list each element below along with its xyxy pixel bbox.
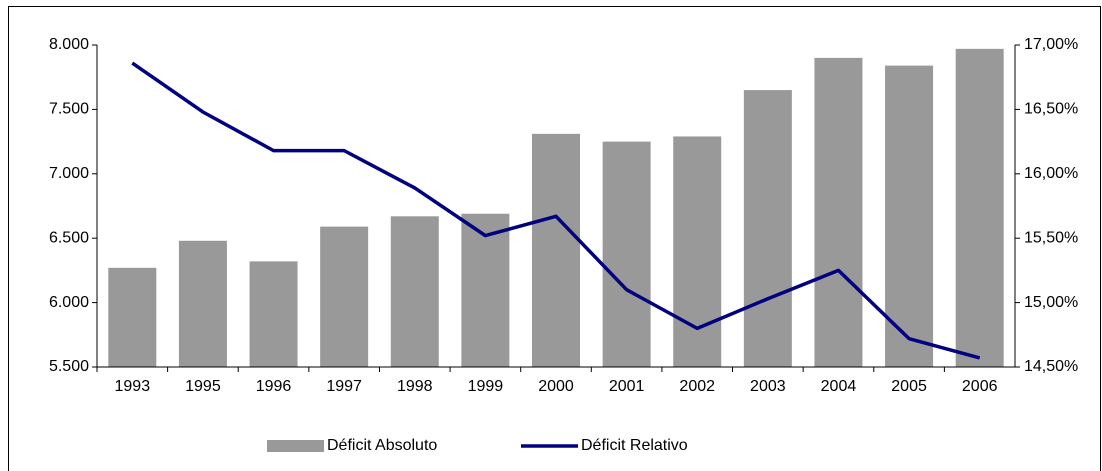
x-tick-label: 2005: [891, 378, 927, 395]
x-tick-label: 1996: [256, 378, 292, 395]
x-tick-label: 1999: [468, 378, 504, 395]
y-tick-label: 7.000: [49, 165, 89, 182]
x-tick-label: 1997: [326, 378, 362, 395]
y-tick-label: 6.500: [49, 229, 89, 246]
y2-tick-label: 15,00%: [1024, 294, 1078, 311]
bar: [955, 48, 1004, 367]
bar: [532, 133, 580, 367]
x-tick-label: 2002: [679, 378, 715, 395]
legend-label: Déficit Absoluto: [327, 437, 437, 454]
bar: [743, 90, 792, 367]
bar: [673, 136, 722, 367]
y2-tick-label: 16,00%: [1024, 165, 1078, 182]
bar: [461, 213, 510, 367]
x-tick-label: 1993: [115, 378, 151, 395]
bar: [602, 141, 651, 367]
y-tick-label: 7.500: [49, 101, 89, 118]
y-tick-label: 8.000: [49, 36, 89, 53]
legend-label: Déficit Relativo: [581, 437, 688, 454]
y2-tick-label: 17,00%: [1024, 36, 1078, 53]
bar: [885, 65, 934, 367]
x-tick-label: 1998: [397, 378, 433, 395]
legend-swatch: [267, 440, 324, 452]
x-tick-label: 2001: [609, 378, 645, 395]
y2-tick-label: 15,50%: [1024, 229, 1078, 246]
bar: [390, 216, 439, 367]
y2-tick-label: 16,50%: [1024, 101, 1078, 118]
bar: [249, 261, 298, 367]
bar: [814, 57, 863, 367]
bar: [178, 240, 227, 367]
line: [131, 61, 981, 360]
x-tick-label: 2004: [821, 378, 857, 395]
bar: [320, 226, 369, 367]
x-tick-label: 1995: [185, 378, 221, 395]
x-tick-label: 2003: [750, 378, 786, 395]
x-tick-label: 2000: [538, 378, 574, 395]
bar: [108, 267, 157, 367]
x-tick-label: 2006: [962, 378, 998, 395]
y-tick-label: 6.000: [49, 294, 89, 311]
y2-tick-label: 14,50%: [1024, 358, 1078, 375]
y-tick-label: 5.500: [49, 358, 89, 375]
